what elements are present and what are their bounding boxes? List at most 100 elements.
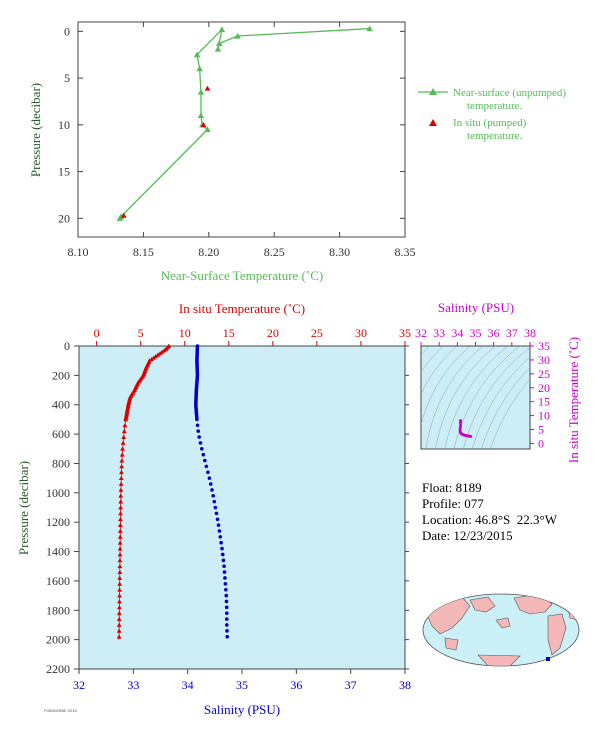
pf-y-tick-label: 1000 <box>46 486 70 500</box>
pf-sal-tick-label: 37 <box>345 678 357 692</box>
pf-temperature-point <box>117 587 123 592</box>
ts-y-tick-label: 0 <box>538 436 544 450</box>
pf-salinity-point <box>221 558 226 563</box>
ns-y-tick-label: 0 <box>64 24 70 38</box>
location-label: Location: <box>422 512 472 527</box>
ts-density-contour <box>421 346 471 426</box>
pf-temperature-point <box>118 499 124 504</box>
ts-density-contours <box>421 346 530 449</box>
pf-salinity-point <box>220 552 225 557</box>
profile-label: Profile: <box>422 496 461 511</box>
float-label: Float: <box>422 480 453 495</box>
pf-salinity-point <box>204 464 209 469</box>
ts-profile-point <box>469 434 473 438</box>
ts-density-contour <box>444 346 509 449</box>
pf-temperature-point <box>117 552 123 557</box>
pf-salinity-point <box>217 529 222 533</box>
world-map-location <box>422 593 580 667</box>
pf-y-tick-label: 1600 <box>46 574 70 588</box>
pf-temperature-point <box>116 604 122 610</box>
pf-temp-tick-label: 30 <box>355 326 367 340</box>
date-value: 12/23/2015 <box>453 528 513 543</box>
ns-unpumped-point <box>218 26 226 33</box>
profile-chart: 0 5 10 15 20 25 30 35 32 33 34 35 36 37 38 0 200 400 600 80… <box>16 301 411 717</box>
ns-x-tick-label: 8.35 <box>395 245 416 259</box>
near-surface-x-axis-label: Near-Surface Temperature (˚C) <box>161 268 323 283</box>
ns-x-tick-label: 8.20 <box>198 245 219 259</box>
legend-line: In situ (pumped) <box>453 117 527 129</box>
pf-salinity-point <box>224 587 228 592</box>
pf-salinity-point <box>210 488 214 492</box>
pf-temp-tick-label: 5 <box>138 326 144 340</box>
ts-density-contour <box>472 356 530 449</box>
pf-salinity-point <box>224 599 229 604</box>
pf-temp-tick-label: 0 <box>94 326 100 340</box>
legend-entry-unpumped: Near-surface (unpumped) temperature. <box>453 87 566 112</box>
pf-temperature-point <box>117 569 123 575</box>
pf-temperature-point <box>116 628 122 633</box>
ns-unpumped-line <box>119 27 370 219</box>
pf-temperature-point <box>116 610 122 616</box>
ns-unpumped-point <box>197 88 205 95</box>
profile-bottom-axis-label: Salinity (PSU) <box>204 702 280 717</box>
pf-temperature-point <box>116 634 122 639</box>
date-label: Date: <box>422 528 451 543</box>
pf-salinity-point <box>199 446 204 451</box>
ts-density-contour <box>421 346 458 395</box>
ts-x-tick-label: 34 <box>451 326 463 340</box>
pf-salinity-point <box>220 546 224 551</box>
ts-profile-point <box>458 428 462 432</box>
ts-density-contour <box>453 346 521 449</box>
pf-temperature-point <box>122 422 128 428</box>
ts-density-contour <box>425 346 484 449</box>
ts-x-tick-label: 33 <box>433 326 445 340</box>
profile-y-axis-label: Pressure (decibar) <box>16 461 31 555</box>
pf-y-tick-label: 2000 <box>46 633 70 647</box>
ts-x-tick-label: 35 <box>470 326 482 340</box>
float-info-profile: Profile: 077 <box>422 496 484 512</box>
ts-y-tick-label: 35 <box>538 339 550 353</box>
near-surface-legend: Near-surface (unpumped) temperature. In s… <box>418 87 566 142</box>
ts-y-tick-label: 5 <box>538 423 544 437</box>
pf-salinity-point <box>201 452 206 457</box>
pf-salinity-point <box>197 435 201 439</box>
profile-plot-area <box>78 345 406 670</box>
ts-y-tick-label: 30 <box>538 353 550 367</box>
ts-y-tick-label: 15 <box>538 395 550 409</box>
ts-density-contour <box>463 347 530 449</box>
pf-temperature-point <box>118 475 124 481</box>
ns-unpumped-point <box>197 112 205 119</box>
pf-temperature-point <box>121 434 127 439</box>
pf-temperature-point <box>118 516 123 522</box>
float-info-float: Float: 8189 <box>422 480 482 496</box>
pf-temp-tick-label: 15 <box>223 326 235 340</box>
ns-y-tick-label: 15 <box>58 165 70 179</box>
ns-pumped-point <box>200 122 207 128</box>
pf-salinity-point <box>225 629 229 633</box>
pf-temperature-point <box>117 534 123 539</box>
ts-series <box>458 419 473 438</box>
ns-x-tick-label: 8.10 <box>68 245 89 259</box>
ts-density-contour <box>435 346 497 449</box>
ns-unpumped-point <box>204 126 211 133</box>
pf-salinity-point <box>206 470 210 475</box>
pf-salinity-point <box>203 458 207 463</box>
pf-temperature-point <box>118 505 124 510</box>
profile-ticks: 0 5 10 15 20 25 30 35 32 33 34 35 36 37 38 0 200 400 600 80… <box>46 326 411 692</box>
legend-triangle-red-icon <box>429 119 437 126</box>
pf-y-tick-label: 0 <box>64 339 70 353</box>
ts-x-tick-label: 38 <box>524 326 536 340</box>
ts-x-tick-label: 36 <box>488 326 500 340</box>
pf-salinity-point <box>198 441 203 445</box>
pf-salinity-point <box>212 499 217 504</box>
near-surface-series <box>116 25 373 221</box>
pf-temperature-point <box>118 510 123 516</box>
pf-temperature-point <box>118 493 124 498</box>
pf-temperature-point <box>119 458 125 463</box>
pf-temperature-point <box>118 487 124 492</box>
ts-y-tick-label: 20 <box>538 381 550 395</box>
footer-code: F05289/SBE 2015 <box>44 708 77 713</box>
near-surface-plot-frame <box>77 21 406 238</box>
pf-sal-tick-label: 33 <box>127 678 139 692</box>
